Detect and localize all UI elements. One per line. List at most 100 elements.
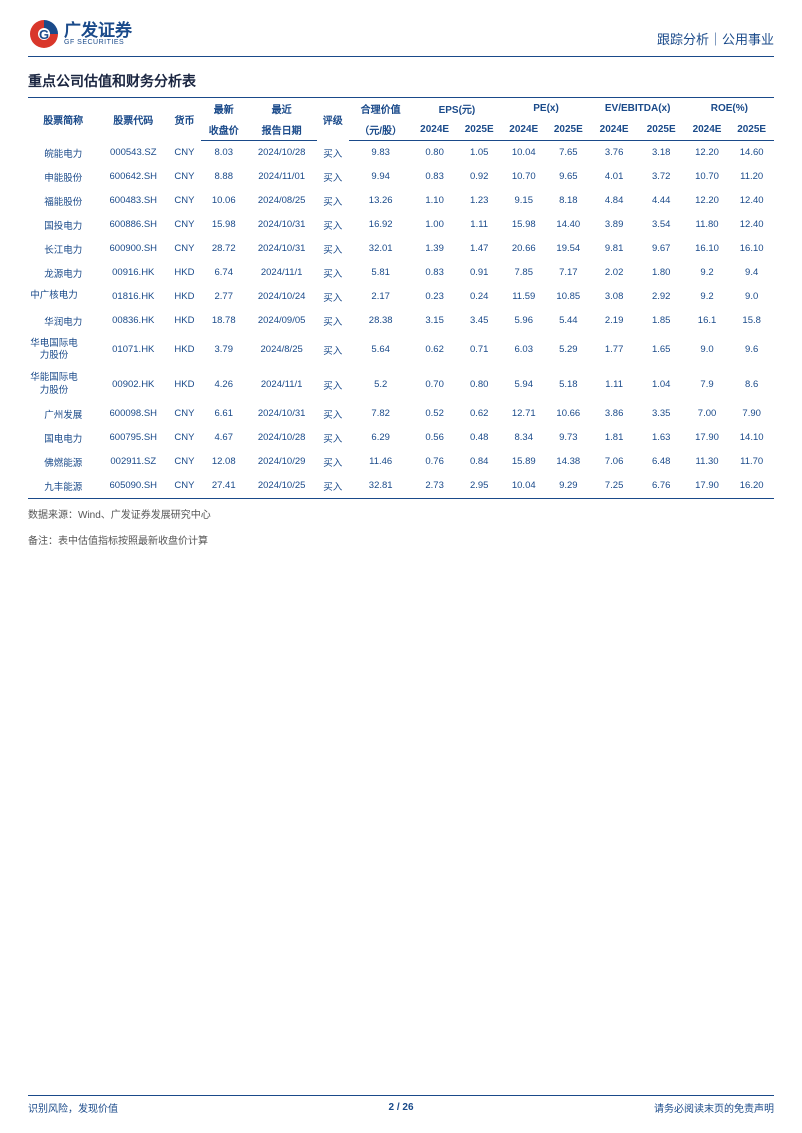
cell-close: 15.98 (201, 213, 247, 237)
cell-eps25: 1.47 (457, 237, 502, 261)
cell-eps24: 2.73 (412, 474, 457, 499)
cell-ev25: 1.85 (638, 309, 685, 333)
cell-pe24: 20.66 (501, 237, 546, 261)
page-header: G 广发证券 GF SECURITIES 跟踪分析｜公用事业 (28, 18, 774, 57)
cell-ev25: 6.76 (638, 474, 685, 499)
cell-pe24: 9.15 (501, 189, 546, 213)
cell-code: 600483.SH (98, 189, 168, 213)
valuation-table: 股票简称 股票代码 货币 最新 最近 评级 合理价值 EPS(元) PE(x) … (28, 97, 774, 499)
cell-ev25: 2.92 (638, 285, 685, 309)
cell-name: 中广核电力 (28, 285, 98, 309)
col-pe-24: 2024E (501, 119, 546, 141)
cell-ev25: 1.63 (638, 426, 685, 450)
cell-currency: CNY (168, 141, 201, 165)
cell-ev25: 9.67 (638, 237, 685, 261)
cell-ev24: 7.06 (591, 450, 638, 474)
cell-pe24: 5.96 (501, 309, 546, 333)
cell-currency: CNY (168, 426, 201, 450)
cell-eps24: 0.80 (412, 141, 457, 165)
cell-eps25: 3.45 (457, 309, 502, 333)
cell-date: 2024/11/1 (247, 261, 317, 285)
cell-fair: 5.64 (349, 333, 412, 368)
cell-rating: 买入 (317, 402, 349, 426)
cell-eps24: 0.70 (412, 367, 457, 402)
col-name: 股票简称 (28, 98, 98, 141)
cell-date: 2024/10/31 (247, 237, 317, 261)
cell-close: 8.88 (201, 165, 247, 189)
col-date-top: 最近 (247, 98, 317, 120)
cell-code: 01816.HK (98, 285, 168, 309)
cell-name: 九丰能源 (28, 474, 98, 499)
cell-code: 605090.SH (98, 474, 168, 499)
cell-ev25: 4.44 (638, 189, 685, 213)
cell-ev24: 1.81 (591, 426, 638, 450)
cell-date: 2024/10/31 (247, 213, 317, 237)
cell-eps25: 0.91 (457, 261, 502, 285)
cell-ev24: 4.01 (591, 165, 638, 189)
cell-name: 华润电力 (28, 309, 98, 333)
col-currency: 货币 (168, 98, 201, 141)
cell-eps24: 0.83 (412, 165, 457, 189)
cell-name: 申能股份 (28, 165, 98, 189)
cell-pe25: 5.44 (546, 309, 591, 333)
col-close-top: 最新 (201, 98, 247, 120)
table-row: 九丰能源605090.SHCNY27.412024/10/25买入32.812.… (28, 474, 774, 499)
cell-eps25: 0.84 (457, 450, 502, 474)
cell-pe25: 8.18 (546, 189, 591, 213)
cell-pe25: 9.73 (546, 426, 591, 450)
cell-roe25: 9.0 (729, 285, 774, 309)
cell-close: 6.61 (201, 402, 247, 426)
cell-rating: 买入 (317, 333, 349, 368)
cell-name: 长江电力 (28, 237, 98, 261)
cell-eps25: 0.62 (457, 402, 502, 426)
cell-eps24: 0.52 (412, 402, 457, 426)
cell-roe25: 16.10 (729, 237, 774, 261)
cell-ev24: 3.08 (591, 285, 638, 309)
cell-roe24: 9.2 (685, 285, 730, 309)
table-row: 华电国际电力股份01071.HKHKD3.792024/8/25买入5.640.… (28, 333, 774, 368)
cell-roe24: 9.0 (685, 333, 730, 368)
cell-ev24: 2.19 (591, 309, 638, 333)
cell-eps24: 0.76 (412, 450, 457, 474)
cell-name: 华能国际电力股份 (28, 367, 98, 402)
footer-right: 请务必阅读末页的免责声明 (654, 1100, 774, 1115)
col-ev-24: 2024E (591, 119, 638, 141)
cell-roe25: 9.4 (729, 261, 774, 285)
cell-currency: HKD (168, 333, 201, 368)
cell-roe25: 11.70 (729, 450, 774, 474)
cell-ev25: 3.72 (638, 165, 685, 189)
cell-rating: 买入 (317, 367, 349, 402)
cell-ev25: 1.80 (638, 261, 685, 285)
cell-ev25: 6.48 (638, 450, 685, 474)
svg-text:G: G (39, 27, 49, 42)
table-head: 股票简称 股票代码 货币 最新 最近 评级 合理价值 EPS(元) PE(x) … (28, 98, 774, 141)
cell-pe24: 15.98 (501, 213, 546, 237)
cell-rating: 买入 (317, 474, 349, 499)
cell-currency: CNY (168, 450, 201, 474)
cell-ev25: 1.04 (638, 367, 685, 402)
cell-fair: 2.17 (349, 285, 412, 309)
cell-close: 4.67 (201, 426, 247, 450)
cell-name: 广州发展 (28, 402, 98, 426)
cell-roe25: 11.20 (729, 165, 774, 189)
cell-pe24: 15.89 (501, 450, 546, 474)
cell-eps25: 0.24 (457, 285, 502, 309)
cell-fair: 5.2 (349, 367, 412, 402)
cell-roe24: 17.90 (685, 426, 730, 450)
table-row: 国投电力600886.SHCNY15.982024/10/31买入16.921.… (28, 213, 774, 237)
cell-code: 00836.HK (98, 309, 168, 333)
cell-ev25: 1.65 (638, 333, 685, 368)
cell-roe24: 11.80 (685, 213, 730, 237)
cell-roe25: 12.40 (729, 189, 774, 213)
cell-currency: HKD (168, 367, 201, 402)
cell-code: 000543.SZ (98, 141, 168, 165)
cell-fair: 9.94 (349, 165, 412, 189)
cell-pe25: 10.85 (546, 285, 591, 309)
cell-date: 2024/8/25 (247, 333, 317, 368)
page-footer: 识别风险，发现价值 2 / 26 请务必阅读末页的免责声明 (28, 1095, 774, 1115)
col-fair-bot: （元/股） (349, 119, 412, 141)
cell-date: 2024/10/31 (247, 402, 317, 426)
cell-rating: 买入 (317, 426, 349, 450)
table-row: 长江电力600900.SHCNY28.722024/10/31买入32.011.… (28, 237, 774, 261)
cell-eps24: 0.62 (412, 333, 457, 368)
